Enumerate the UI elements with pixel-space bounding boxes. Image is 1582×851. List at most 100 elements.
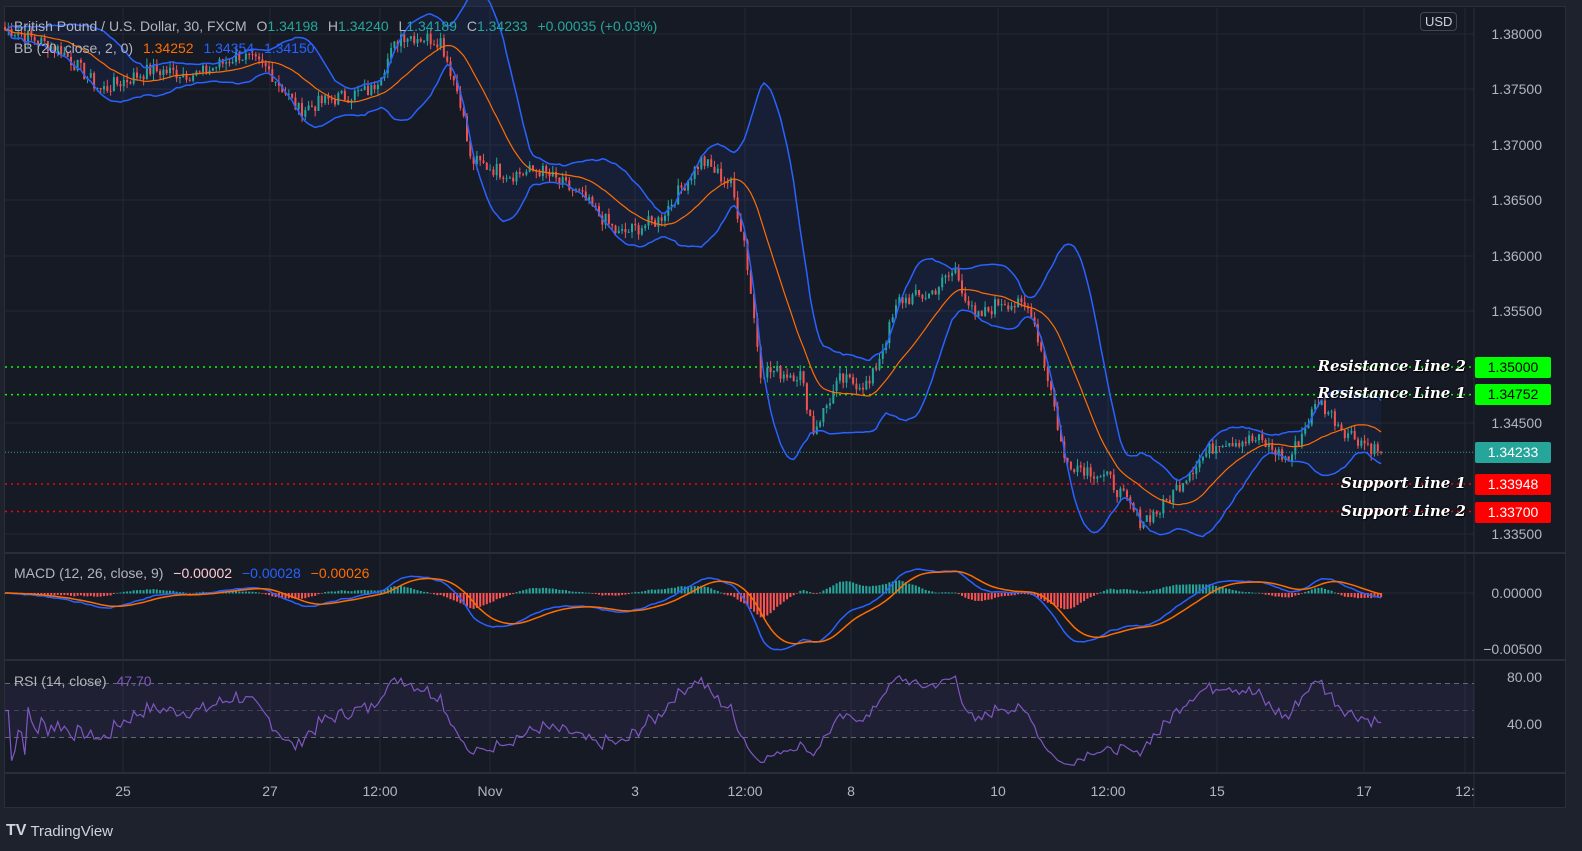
- candle-body: [997, 299, 1000, 306]
- macd-histogram-bar: [228, 591, 231, 594]
- candle-body: [413, 36, 416, 44]
- macd-histogram-bar: [340, 590, 343, 594]
- candle-body: [848, 374, 851, 378]
- macd-histogram-bar: [343, 590, 346, 594]
- macd-histogram-bar: [1208, 584, 1211, 594]
- candle-body: [1073, 469, 1076, 472]
- macd-histogram-bar: [489, 593, 492, 603]
- macd-histogram-bar: [254, 592, 257, 594]
- macd-histogram-bar: [555, 589, 558, 594]
- rsi-legend[interactable]: RSI (14, close) 47.70: [14, 673, 158, 689]
- macd-histogram-bar: [70, 593, 72, 596]
- macd-histogram-bar: [1033, 593, 1036, 596]
- macd-histogram-bar: [654, 589, 657, 594]
- macd-histogram-bar: [901, 581, 904, 594]
- macd-histogram-bar: [96, 593, 99, 597]
- candle-body: [1333, 411, 1336, 426]
- macd-histogram-bar: [505, 593, 508, 597]
- macd-histogram-bar: [1353, 593, 1356, 598]
- price-tick-label: 1.38000: [1491, 26, 1542, 42]
- candle-body: [970, 305, 973, 307]
- macd-signal-line: [5, 570, 1382, 645]
- macd-histogram-bar: [350, 591, 353, 594]
- macd-histogram-bar: [1373, 593, 1376, 598]
- candle-body: [607, 213, 610, 224]
- macd-histogram-bar: [647, 589, 650, 594]
- level-label-resistance-2: Resistance Line 2: [1317, 357, 1466, 375]
- candle-body: [687, 180, 690, 191]
- candle-body: [571, 189, 574, 191]
- macd-signal: −0.00026: [310, 565, 370, 581]
- candle-body: [1162, 499, 1165, 514]
- candle-body: [1324, 400, 1326, 415]
- bb-legend[interactable]: BB (20, close, 2, 0) 1.34252 1.34354 1.3…: [14, 40, 321, 56]
- macd-histogram-bar: [782, 593, 785, 602]
- candle-body: [63, 52, 66, 56]
- macd-histogram-bar: [908, 583, 911, 594]
- macd-histogram-bar: [832, 585, 835, 594]
- macd-histogram-bar: [581, 592, 584, 594]
- macd-histogram-bar: [1109, 588, 1112, 594]
- macd-histogram-bar: [1152, 589, 1155, 594]
- candle-body: [390, 47, 393, 59]
- macd-histogram-bar: [954, 592, 957, 594]
- macd-histogram-bar: [1142, 591, 1145, 594]
- macd-histogram-bar: [1304, 591, 1307, 594]
- candle-body: [1149, 515, 1152, 523]
- macd-histogram-bar: [353, 590, 356, 594]
- macd-histogram-bar: [281, 593, 284, 599]
- macd-histogram-bar: [805, 591, 808, 594]
- candle-body: [182, 73, 185, 78]
- time-tick-label: 10: [990, 783, 1006, 799]
- candle-body: [838, 373, 841, 381]
- macd-legend[interactable]: MACD (12, 26, close, 9) −0.00002 −0.0002…: [14, 565, 375, 581]
- macd-histogram-bar: [739, 593, 742, 602]
- macd-histogram-bar: [518, 591, 521, 594]
- macd-histogram-bar: [317, 593, 320, 595]
- macd-histogram-bar: [330, 591, 333, 594]
- candle-body: [1287, 456, 1290, 462]
- macd-histogram-bar: [367, 590, 369, 594]
- candle-body: [1274, 449, 1277, 456]
- candle-body: [1175, 484, 1178, 490]
- macd-histogram-bar: [241, 591, 244, 594]
- macd-histogram-bar: [914, 585, 917, 594]
- macd-histogram-bar: [937, 592, 940, 594]
- macd-histogram-bar: [1053, 593, 1056, 606]
- candle-body: [954, 268, 957, 273]
- macd-histogram-bar: [182, 592, 185, 594]
- macd-histogram-bar: [809, 591, 812, 594]
- candle-body: [604, 213, 607, 225]
- macd-histogram-bar: [568, 591, 571, 594]
- candle-body: [373, 84, 376, 90]
- macd-histogram-bar: [594, 593, 597, 595]
- macd-histogram-bar: [446, 593, 449, 598]
- macd-histogram-bar: [73, 593, 76, 597]
- candle-body: [1060, 429, 1062, 442]
- macd-histogram-bar: [159, 590, 162, 594]
- macd-histogram-bar: [875, 585, 878, 594]
- candle-body: [852, 377, 855, 384]
- currency-badge[interactable]: USD: [1420, 12, 1458, 31]
- candle-body: [1234, 443, 1237, 447]
- time-tick-label: Nov: [477, 783, 503, 799]
- macd-histogram-bar: [571, 591, 574, 594]
- candle-body: [1215, 446, 1218, 454]
- macd-line: [4, 568, 1382, 651]
- macd-histogram-bar: [149, 589, 152, 594]
- candle-body: [937, 287, 940, 295]
- tradingview-logo[interactable]: TV TradingView: [6, 822, 113, 840]
- candle-body: [1056, 406, 1059, 430]
- macd-histogram-bar: [400, 585, 402, 594]
- macd-histogram-bar: [548, 588, 551, 594]
- macd-histogram-bar: [677, 586, 680, 594]
- candle-body: [1343, 429, 1346, 439]
- macd-histogram-bar: [772, 593, 775, 611]
- macd-histogram-bar: [822, 590, 825, 594]
- candle-body: [324, 95, 327, 104]
- macd-histogram-bar: [990, 593, 993, 600]
- candle-body: [1340, 424, 1343, 430]
- candle-body: [215, 67, 218, 69]
- candle-body: [330, 98, 333, 100]
